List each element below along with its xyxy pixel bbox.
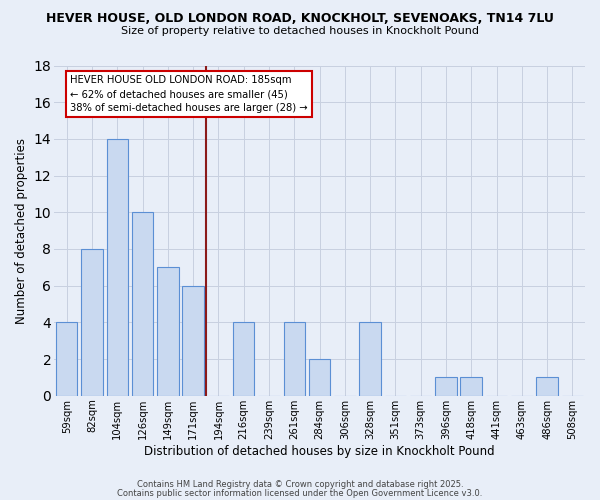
- Text: Contains HM Land Registry data © Crown copyright and database right 2025.: Contains HM Land Registry data © Crown c…: [137, 480, 463, 489]
- Bar: [157, 268, 179, 396]
- Y-axis label: Number of detached properties: Number of detached properties: [15, 138, 28, 324]
- Text: HEVER HOUSE, OLD LONDON ROAD, KNOCKHOLT, SEVENOAKS, TN14 7LU: HEVER HOUSE, OLD LONDON ROAD, KNOCKHOLT,…: [46, 12, 554, 26]
- Text: Contains public sector information licensed under the Open Government Licence v3: Contains public sector information licen…: [118, 488, 482, 498]
- Bar: [309, 359, 330, 396]
- Bar: [284, 322, 305, 396]
- Bar: [81, 249, 103, 396]
- Bar: [435, 378, 457, 396]
- Text: Size of property relative to detached houses in Knockholt Pound: Size of property relative to detached ho…: [121, 26, 479, 36]
- X-axis label: Distribution of detached houses by size in Knockholt Pound: Distribution of detached houses by size …: [144, 444, 495, 458]
- Bar: [56, 322, 77, 396]
- Bar: [536, 378, 558, 396]
- Text: HEVER HOUSE OLD LONDON ROAD: 185sqm
← 62% of detached houses are smaller (45)
38: HEVER HOUSE OLD LONDON ROAD: 185sqm ← 62…: [70, 76, 308, 114]
- Bar: [460, 378, 482, 396]
- Bar: [182, 286, 204, 396]
- Bar: [233, 322, 254, 396]
- Bar: [132, 212, 154, 396]
- Bar: [359, 322, 381, 396]
- Bar: [107, 139, 128, 396]
